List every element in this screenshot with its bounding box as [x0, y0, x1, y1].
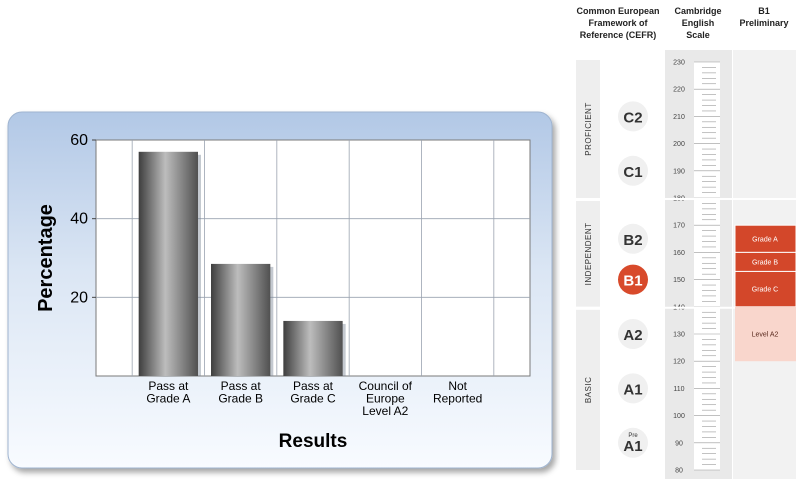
column-header-line: Scale [686, 30, 710, 40]
level-code: A2 [623, 327, 642, 344]
y-axis-title: Percentage [35, 204, 57, 312]
grade-band [735, 306, 796, 362]
column-header-line: Preliminary [739, 18, 788, 28]
bar [283, 320, 343, 376]
level-badge [618, 319, 648, 349]
y-tick-label: 40 [70, 211, 88, 228]
grade-band [734, 270, 796, 308]
level-badge [618, 223, 648, 254]
cefr-scale-graphic: Common European Framework of Reference (CE… [566, 6, 796, 479]
scale-label: 120 [673, 359, 685, 366]
bar [211, 263, 271, 376]
cefr-bands: PROFICIENT INDEPENDENT BASIC [576, 60, 600, 470]
scale-label: 130 [673, 332, 685, 339]
scale-label: 160 [673, 250, 685, 257]
x-tick-label: Pass at [293, 379, 334, 393]
level-badge [618, 155, 648, 186]
y-tick-label: 60 [70, 132, 88, 149]
band-bar [576, 60, 600, 198]
scale-label: 100 [673, 413, 685, 420]
bars [138, 151, 346, 376]
scale-label: 230 [673, 60, 685, 67]
grade-label: Grade A [752, 236, 778, 243]
scale-label: 90 [675, 440, 683, 447]
grade-label: Grade C [752, 287, 778, 294]
level-badge [618, 101, 648, 132]
band-bar [576, 201, 600, 307]
scale-label: 80 [675, 468, 683, 475]
scale-label: 220 [673, 87, 685, 94]
scale-label: 110 [673, 386, 684, 393]
scale-label: 150 [673, 277, 685, 284]
level-badge [618, 373, 648, 404]
x-tick-label: Pass at [221, 379, 262, 393]
x-tick-label: Level A2 [362, 404, 408, 418]
grade-band [734, 224, 796, 253]
level-code: C2 [623, 109, 642, 126]
column-header-line: Framework of [588, 18, 648, 28]
scale-label: 200 [673, 141, 685, 148]
x-tick-label: Council of [359, 379, 413, 393]
column-header-line: Common European [576, 6, 659, 16]
band-label: PROFICIENT [584, 102, 593, 155]
grade-bands: Grade A Grade B Grade C Level A2 [734, 224, 796, 362]
level-code: C1 [623, 164, 642, 181]
level-code: A1 [623, 438, 642, 455]
y-tick-label: 20 [70, 289, 88, 306]
x-axis-title: Results [279, 431, 348, 452]
band-label: INDEPENDENT [584, 222, 593, 285]
level-code: A1 [623, 381, 642, 398]
column-header-line: Cambridge [674, 6, 721, 16]
level-prefix: Pre [628, 433, 638, 439]
grade-label: Level A2 [752, 332, 779, 339]
level-badge [618, 427, 648, 458]
x-tick-label: Reported [433, 392, 482, 406]
cambridge-english-scale: 2302202102001901801701601501401301201101… [566, 60, 796, 475]
x-tick-label: Not [448, 379, 467, 393]
grade-label: Grade B [752, 259, 778, 266]
level-badge [618, 264, 648, 295]
scale-label: 190 [673, 168, 685, 175]
x-tick-label: Grade C [290, 392, 336, 406]
y-axis-ticks: 20 40 60 [70, 132, 96, 306]
band-label: BASIC [584, 377, 593, 404]
x-tick-label: Europe [366, 392, 405, 406]
x-tick-label: Pass at [148, 379, 189, 393]
column-header-line: English [682, 18, 715, 28]
x-tick-label: Grade B [218, 392, 263, 406]
column-header-line: B1 [758, 6, 770, 16]
scale-label: 170 [673, 223, 685, 230]
ruler [694, 62, 720, 470]
level-code: B2 [623, 232, 642, 249]
level-code: B1 [623, 273, 642, 290]
band-bar [576, 309, 600, 470]
column-header-line: Reference (CEFR) [580, 30, 657, 40]
x-tick-label: Grade A [146, 392, 190, 406]
column-headers: Common European Framework of Reference (CE… [576, 6, 788, 40]
scale-label: 210 [673, 114, 685, 121]
bar [138, 151, 198, 376]
